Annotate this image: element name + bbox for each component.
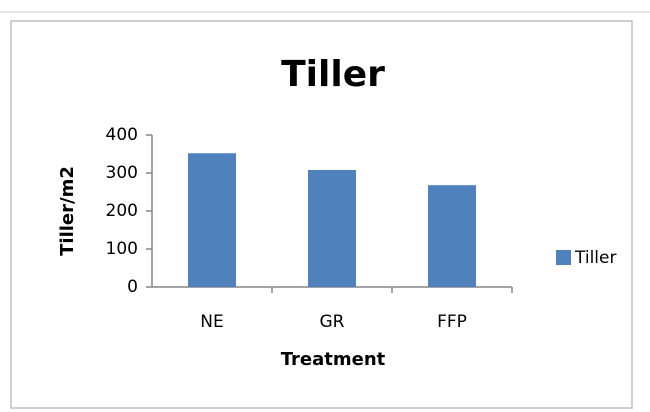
x-tick-label: FFP: [437, 312, 467, 332]
x-axis-label: Treatment: [281, 349, 386, 370]
x-tick-label: GR: [320, 312, 345, 332]
y-tick-label: 100: [106, 239, 138, 259]
bar: [308, 169, 356, 287]
legend-label: Tiller: [574, 248, 616, 268]
y-axis-label: Tiller/m2: [57, 166, 78, 256]
y-tick-label: 400: [106, 125, 138, 145]
y-tick-label: 200: [106, 201, 138, 221]
bar: [428, 185, 476, 287]
y-tick-label: 0: [127, 277, 138, 297]
x-tick-label: NE: [200, 312, 223, 332]
legend-swatch: [556, 250, 571, 265]
chart-title: Tiller: [281, 54, 385, 95]
bar: [188, 153, 236, 287]
y-tick-label: 300: [106, 163, 138, 183]
